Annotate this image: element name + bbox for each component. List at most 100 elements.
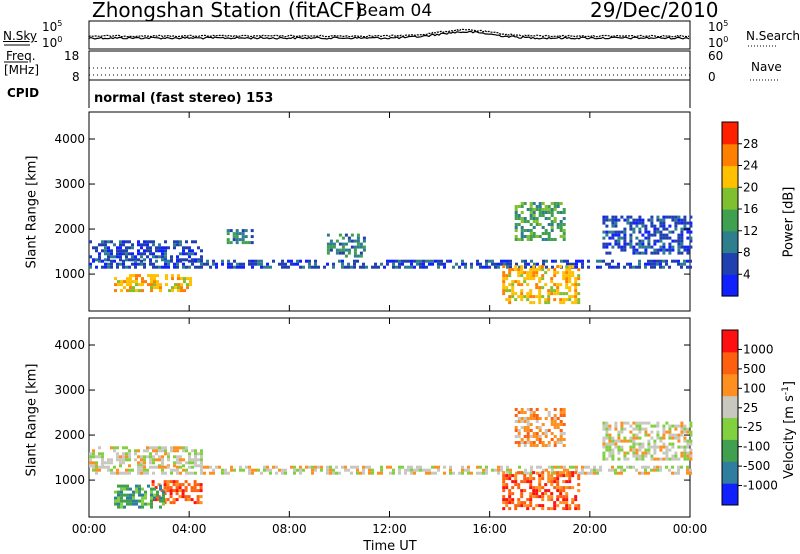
velocity-cell [110,446,113,450]
power-cell [514,208,518,211]
power-cell [535,205,539,208]
velocity-cell [517,471,521,475]
velocity-cell [517,435,521,438]
velocity-cell [532,486,536,490]
power-cell [659,236,663,240]
velocity-cell [123,484,126,488]
power-cell [104,262,107,266]
freq-tick-top: 18 [64,49,80,63]
power-cell [153,274,156,278]
velocity-cell [632,436,636,440]
power-cell [284,265,287,269]
velocity-colorbar-tick-label: 100 [743,381,766,395]
power-cell [152,240,155,244]
velocity-cell [155,465,158,469]
power-cell [164,265,167,269]
velocity-cell [686,471,689,475]
power-cell [686,248,690,252]
velocity-cell [538,474,542,478]
power-cell [186,277,189,281]
velocity-cell [541,444,545,447]
velocity-cell [629,424,633,428]
power-cell [683,245,687,249]
velocity-cell [656,430,660,434]
velocity-cell [170,468,173,472]
power-cell [344,248,348,252]
power-cell [568,286,572,290]
power-cell [665,259,668,263]
velocity-cell [117,505,120,509]
velocity-cell [638,445,642,449]
power-cell [158,265,161,269]
power-cell [644,245,648,249]
power-cell [532,268,536,272]
velocity-cell [532,414,536,417]
velocity-cell [686,442,690,446]
power-cell [671,248,675,252]
velocity-cell [611,465,614,469]
power-cell [541,214,545,217]
power-cell [119,243,122,247]
velocity-colorbar-segment [722,417,738,440]
power-cell [629,233,633,237]
velocity-cell [590,471,593,475]
velocity-cell [178,486,182,490]
power-cell [545,265,548,269]
velocity-cell [163,480,167,484]
power-cell [281,265,284,269]
power-cell [153,286,156,290]
velocity-cell [532,441,536,444]
velocity-cell [565,498,569,502]
power-cell [677,221,681,225]
velocity-cell [338,471,341,475]
power-cell [338,248,342,252]
power-cell [206,262,209,266]
power-cell [523,217,527,220]
power-cell [461,262,464,266]
power-cell [116,249,119,253]
velocity-colorbar-segment [722,373,738,397]
power-cell [614,215,618,219]
velocity-cell [119,471,122,475]
power-cell [149,240,152,244]
power-cell [550,223,554,226]
velocity-cell [161,465,164,469]
velocity-cell [523,411,527,414]
velocity-cell [389,465,392,469]
velocity-cell [159,505,162,509]
velocity-cell [125,452,128,456]
velocity-cell [164,449,167,453]
velocity-cell [577,504,581,508]
power-cell [574,280,578,284]
power-cell [517,280,521,284]
power-cell [344,265,347,269]
power-cell [212,262,215,266]
power-cell [644,230,648,234]
power-cell [126,289,129,293]
power-cell [177,277,180,281]
velocity-cell [662,442,666,446]
power-cell [514,214,518,217]
velocity-cell [514,426,518,429]
power-cell [674,239,678,243]
power-cell [617,236,621,240]
velocity-cell [689,442,693,446]
velocity-cell [526,420,530,423]
power-cell [562,238,566,241]
velocity-cell [187,498,191,502]
power-cell [129,289,132,293]
velocity-cell [153,496,156,500]
power-cell [404,265,407,269]
power-cell [155,246,158,250]
velocity-cell [114,490,117,494]
power-cell [562,232,566,235]
power-cell [547,298,551,302]
velocity-cell [562,489,566,493]
velocity-cell [638,442,642,446]
power-cell [176,259,179,263]
velocity-cell [159,487,162,491]
power-cell [689,265,692,269]
power-cell [668,215,672,219]
power-cell [241,232,245,236]
velocity-cell [608,436,612,440]
